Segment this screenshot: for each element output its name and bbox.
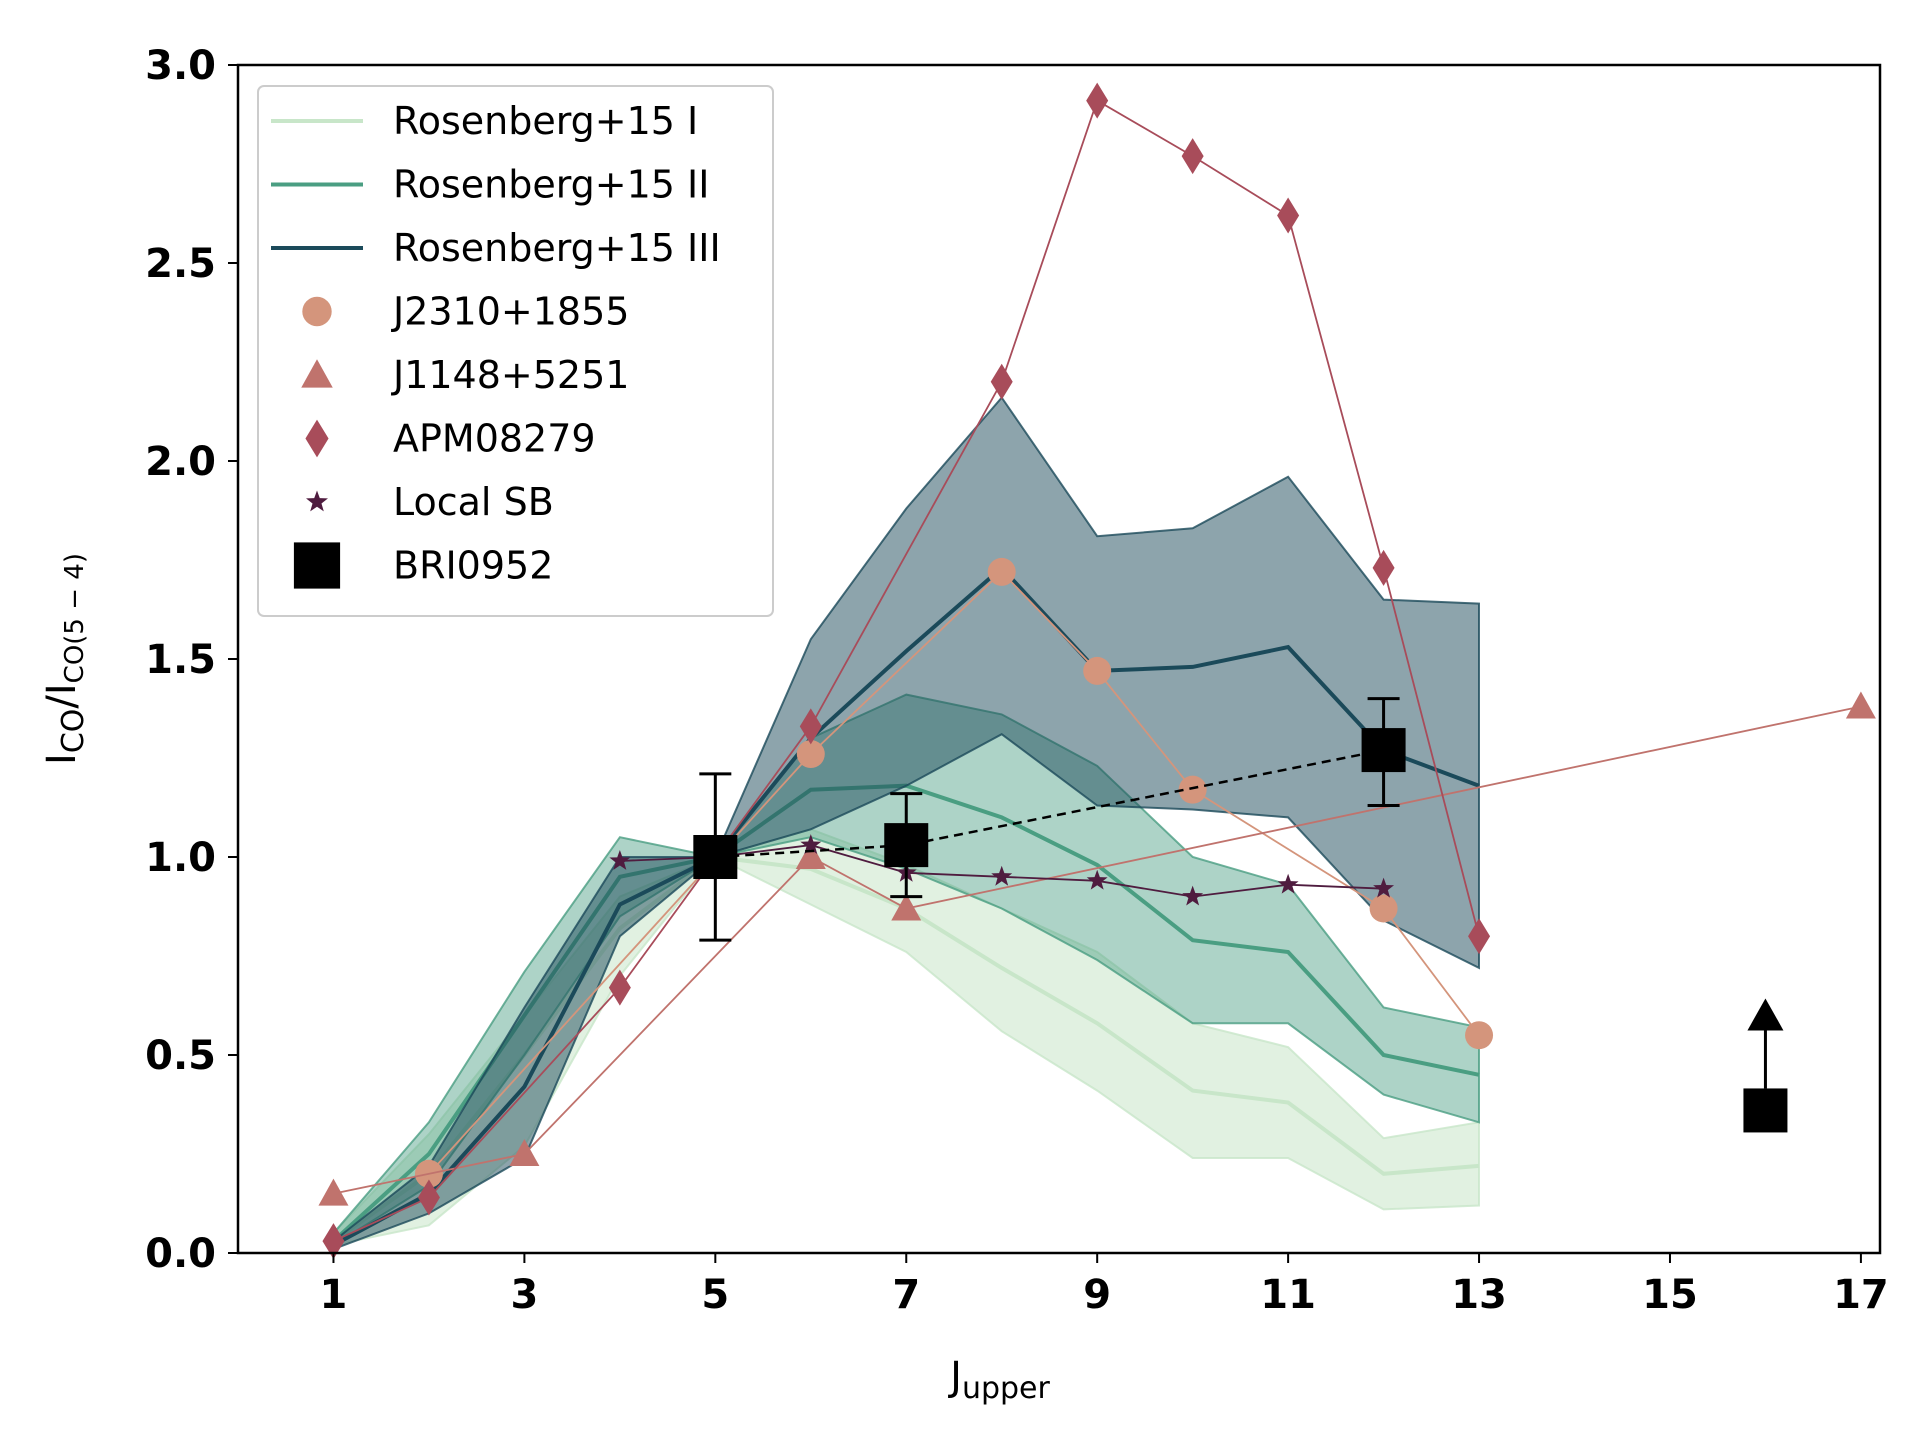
legend-label: APM08279: [393, 417, 596, 461]
legend-label: J2310+1855: [391, 290, 629, 334]
x-tick-label: 11: [1260, 1272, 1316, 1318]
legend-swatch-marker: [293, 542, 341, 589]
data-point-j2310-1855: [987, 557, 1016, 586]
y-tick-label: 1.0: [145, 835, 216, 881]
legend-entry: Rosenberg+15 II: [271, 163, 709, 207]
legend-entry: J2310+1855: [302, 290, 629, 334]
series-bri0952: [693, 697, 1788, 1133]
y-tick-label: 2.0: [145, 439, 216, 485]
data-point-j2310-1855: [1465, 1021, 1494, 1050]
data-point-apm08279: [1277, 197, 1300, 234]
x-tick-label: 5: [701, 1272, 729, 1318]
data-point-j2310-1855: [796, 740, 825, 769]
data-point-j1148-5251: [1845, 691, 1876, 719]
legend-swatch-marker: [302, 296, 332, 327]
legend-label: Rosenberg+15 II: [393, 163, 709, 207]
legend-label: Rosenberg+15 III: [393, 226, 721, 270]
legend-swatch-marker: [306, 490, 328, 512]
data-point-local-sb: [609, 849, 631, 870]
data-point-j2310-1855: [1369, 894, 1398, 923]
data-point-local-sb: [1373, 877, 1395, 898]
x-tick-label: 1: [320, 1272, 348, 1318]
data-point-apm08279: [1181, 138, 1204, 175]
x-tick-label: 17: [1833, 1272, 1889, 1318]
data-point-apm08279: [608, 969, 631, 1006]
series-j2310-1855: [414, 557, 1494, 1188]
legend-box: [257, 85, 774, 617]
x-tick-label: 13: [1451, 1272, 1507, 1318]
series-j1148-5251: [318, 691, 1876, 1206]
y-tick-label: 0.5: [145, 1033, 216, 1079]
legend: Rosenberg+15 I Rosenberg+15 II Rosenberg+1…: [257, 85, 774, 617]
data-point-j2310-1855: [1083, 656, 1112, 685]
data-point-local-sb: [991, 865, 1013, 886]
x-axis-label: Jupper: [947, 1354, 1050, 1406]
y-axis-label: ICO/ICO(5 − 4): [39, 553, 91, 765]
series-layer: [318, 82, 1876, 1260]
y-tick-label: 3.0: [145, 43, 216, 89]
data-point-apm08279: [1468, 918, 1491, 955]
data-point-apm08279: [417, 1179, 440, 1216]
data-point-j1148-5251: [509, 1139, 540, 1166]
x-tick-label: 3: [510, 1272, 538, 1318]
series-apm08279: [322, 82, 1491, 1260]
legend-label: Rosenberg+15 I: [393, 99, 698, 143]
legend-label: Local SB: [393, 480, 554, 524]
legend-entry: APM08279: [305, 417, 596, 461]
legend-label: J1148+5251: [391, 353, 629, 397]
y-tick-label: 0.0: [145, 1231, 216, 1277]
data-point-apm08279: [1086, 82, 1109, 119]
band-mean-line-3: [332, 565, 1480, 1247]
series-line-apm08279: [333, 99, 1480, 1242]
x-tick-label: 7: [892, 1272, 920, 1318]
data-point-apm08279: [322, 1223, 345, 1260]
data-point-j2310-1855: [1178, 775, 1207, 804]
data-point-j1148-5251: [891, 893, 922, 921]
data-point-j1148-5251: [318, 1178, 349, 1206]
series-line-bri0952: [715, 748, 1384, 859]
ticks-layer: 1 3 5 7 9 11 13 15 170.00.51.01.52.02.53.0: [145, 43, 1889, 1318]
legend-entry: BRI0952: [293, 542, 553, 589]
data-point-bri0952: [884, 823, 929, 868]
x-tick-label: 15: [1642, 1272, 1698, 1318]
lower-limit-arrow-head: [1747, 998, 1784, 1031]
data-point-apm08279: [990, 363, 1013, 400]
band-fill-3: [332, 395, 1480, 1251]
data-point-local-sb: [800, 834, 822, 855]
data-point-bri0952: [1361, 728, 1406, 773]
data-point-local-sb: [1086, 869, 1108, 890]
lower-limit-point: [1743, 1088, 1788, 1133]
data-point-apm08279: [799, 708, 822, 745]
y-tick-label: 1.5: [145, 637, 216, 683]
legend-entry: Local SB: [306, 480, 554, 524]
legend-entry: Rosenberg+15 III: [271, 226, 721, 270]
legend-label: BRI0952: [393, 544, 553, 588]
y-tick-label: 2.5: [145, 241, 216, 287]
legend-entry: Rosenberg+15 I: [271, 99, 698, 143]
x-tick-label: 9: [1083, 1272, 1111, 1318]
legend-entry: J1148+5251: [301, 353, 629, 397]
data-point-apm08279: [1372, 549, 1395, 586]
data-point-j1148-5251: [795, 842, 826, 869]
legend-swatch-marker: [301, 359, 333, 388]
legend-swatch-marker: [305, 419, 329, 458]
data-point-local-sb: [1182, 885, 1204, 906]
data-point-local-sb: [1277, 873, 1299, 894]
data-point-bri0952: [693, 835, 738, 879]
